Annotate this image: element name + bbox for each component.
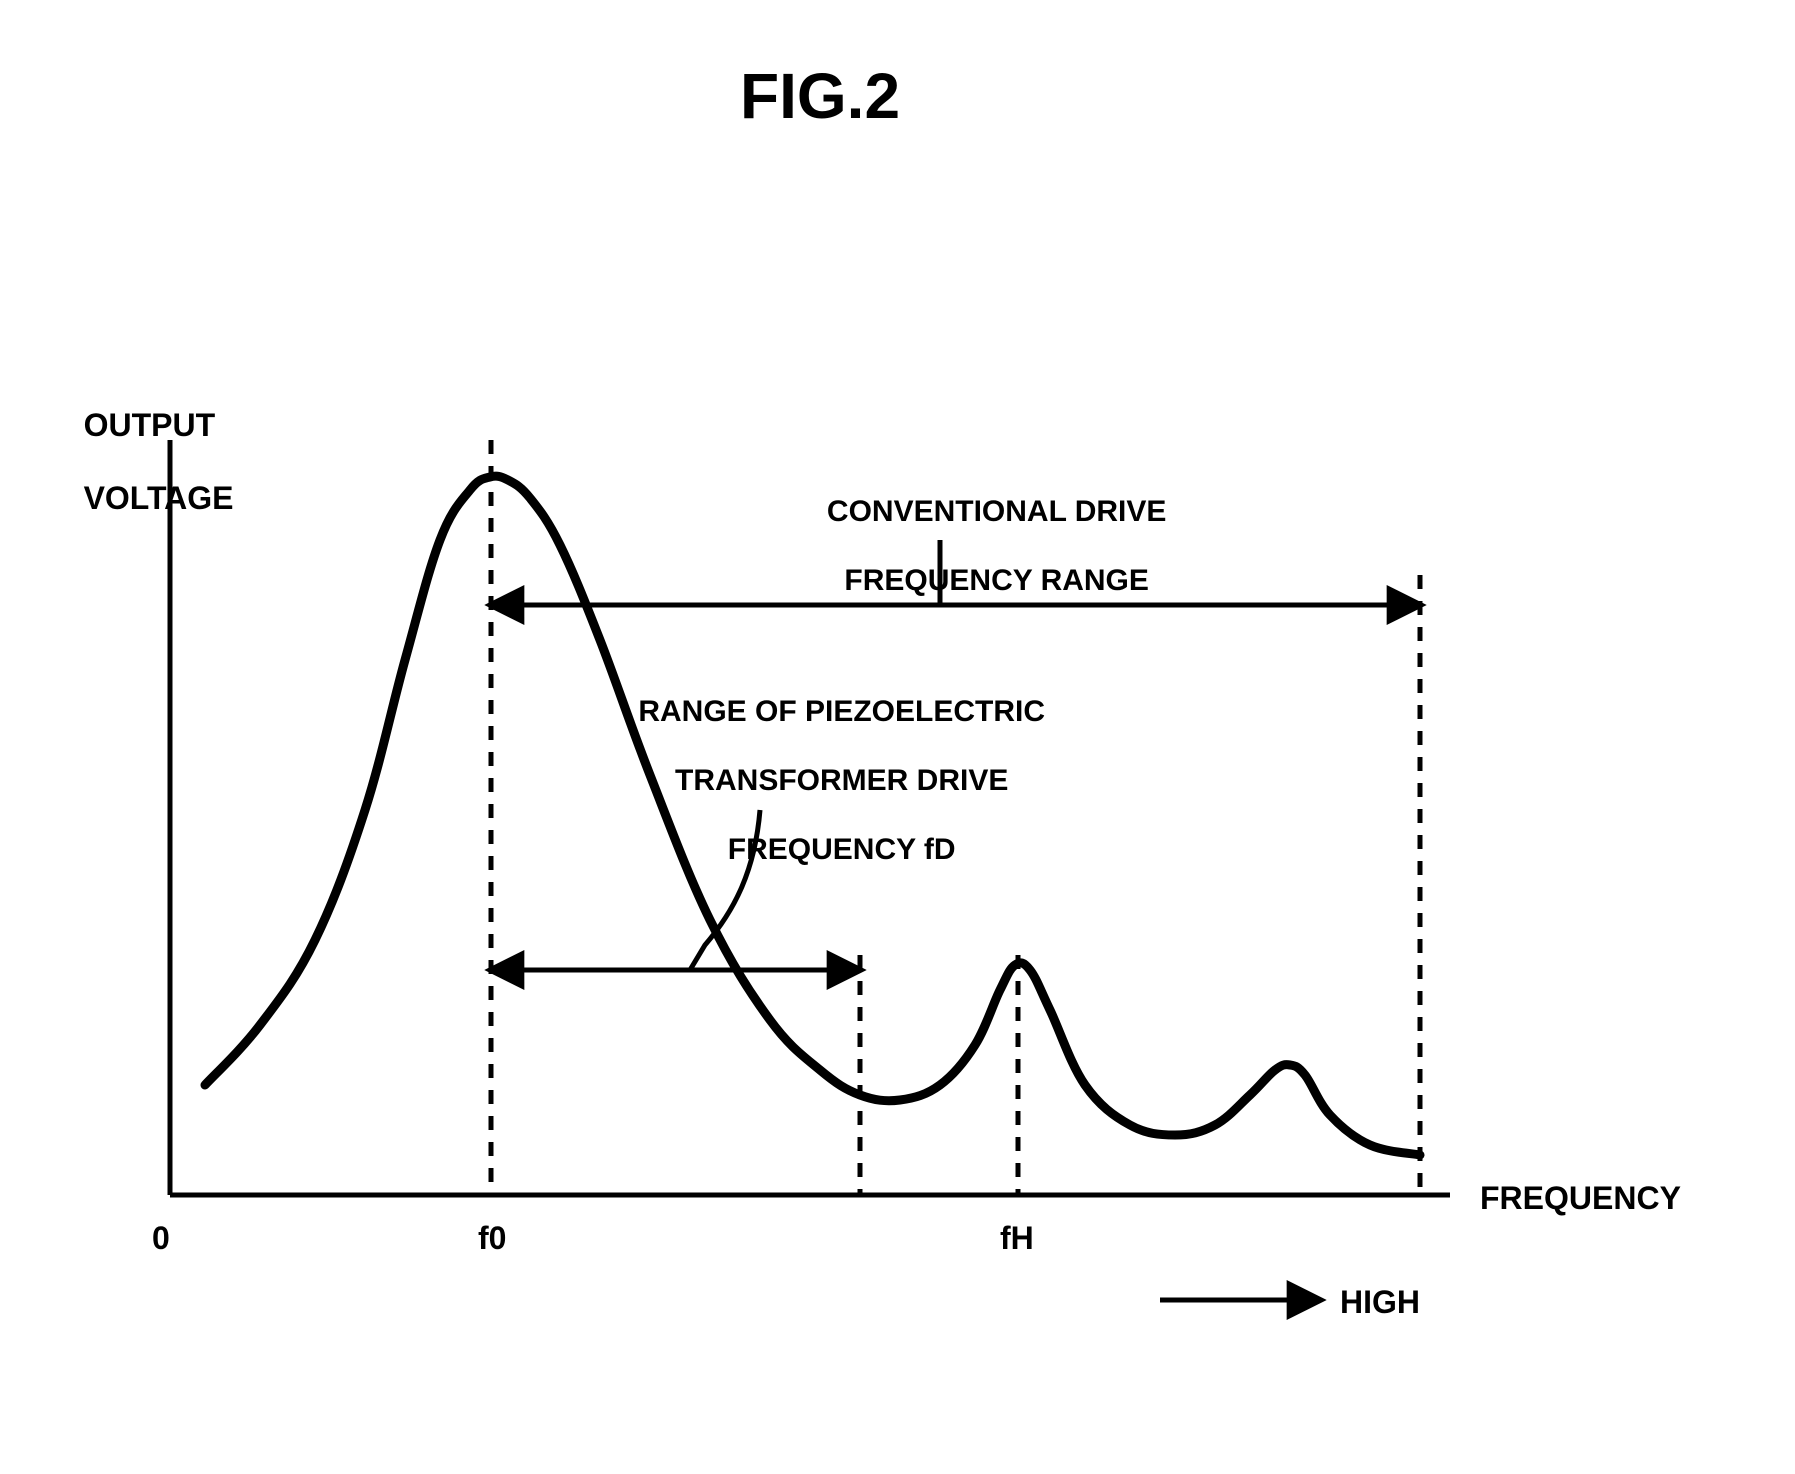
- conventional-range-annotation: CONVENTIONAL DRIVE FREQUENCY RANGE: [720, 460, 1240, 633]
- piezo-range-line3: FREQUENCY fD: [728, 833, 956, 866]
- y-axis-label-line2: VOLTAGE: [84, 480, 234, 516]
- origin-label: 0: [152, 1220, 170, 1257]
- x-axis-label: FREQUENCY: [1480, 1180, 1681, 1217]
- piezo-range-line1: RANGE OF PIEZOELECTRIC: [638, 695, 1045, 728]
- conventional-range-line1: CONVENTIONAL DRIVE: [827, 495, 1166, 528]
- piezo-range-line2: TRANSFORMER DRIVE: [675, 764, 1008, 797]
- high-arrow-label: HIGH: [1340, 1284, 1420, 1321]
- f0-tick-label: f0: [478, 1220, 506, 1257]
- y-axis-label: OUTPUT VOLTAGE: [48, 370, 233, 554]
- fH-tick-label: fH: [1000, 1220, 1034, 1257]
- y-axis-label-line1: OUTPUT: [84, 407, 216, 443]
- figure-title: FIG.2: [740, 60, 900, 134]
- conventional-range-line2: FREQUENCY RANGE: [844, 564, 1148, 597]
- piezo-range-annotation: RANGE OF PIEZOELECTRIC TRANSFORMER DRIVE…: [565, 660, 1085, 902]
